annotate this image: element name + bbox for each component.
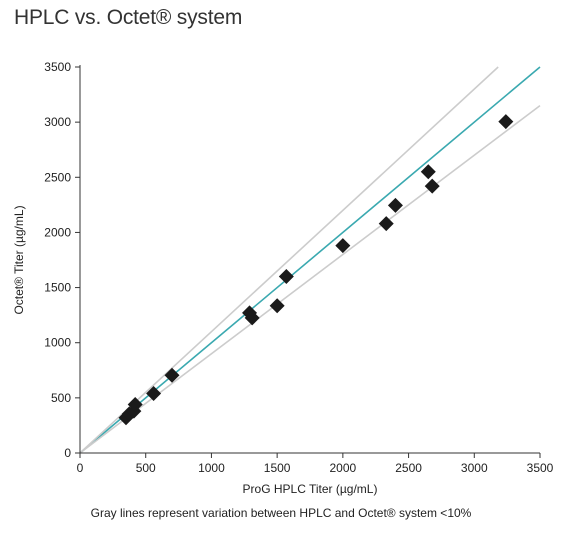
chart-title: HPLC vs. Octet® system bbox=[14, 6, 243, 29]
data-point-diamond bbox=[244, 310, 260, 326]
data-point-diamond bbox=[335, 238, 351, 254]
y-tick-label: 2500 bbox=[44, 170, 71, 184]
y-tick-label: 0 bbox=[64, 446, 71, 460]
x-tick-label: 3000 bbox=[461, 461, 488, 475]
data-point-diamond bbox=[164, 367, 180, 383]
axes: 0 500 1000 1500 2000 2500 3000 3500 0 500 1000 1500… bbox=[44, 60, 553, 475]
y-tick-label: 1000 bbox=[44, 336, 71, 350]
data-point-diamond bbox=[498, 114, 514, 130]
variation-line-1 bbox=[79, 66, 499, 454]
x-tick-label: 1000 bbox=[198, 461, 225, 475]
x-tick-label: 1500 bbox=[264, 461, 291, 475]
y-tick-label: 1500 bbox=[44, 281, 71, 295]
data-point-diamond bbox=[387, 197, 403, 213]
chart-caption: Gray lines represent variation between H… bbox=[90, 506, 472, 520]
data-point-diamond bbox=[424, 178, 440, 194]
y-tick-label: 2000 bbox=[44, 225, 71, 239]
data-point-diamond bbox=[378, 216, 394, 232]
data-point-diamond bbox=[146, 385, 162, 401]
y-tick-label: 3500 bbox=[44, 60, 71, 74]
y-tick-label: 3000 bbox=[44, 115, 71, 129]
data-point-diamond bbox=[269, 298, 285, 314]
x-tick-label: 2000 bbox=[330, 461, 357, 475]
x-tick-label: 3500 bbox=[527, 461, 554, 475]
data-points bbox=[118, 114, 514, 426]
data-point-diamond bbox=[420, 164, 436, 180]
x-tick-label: 2500 bbox=[395, 461, 422, 475]
y-axis-label: Octet® Titer (µg/mL) bbox=[12, 205, 26, 314]
x-tick-label: 0 bbox=[77, 461, 84, 475]
x-tick-label: 500 bbox=[136, 461, 156, 475]
x-axis-label: ProG HPLC Titer (µg/mL) bbox=[243, 482, 378, 496]
y-tick-label: 500 bbox=[51, 391, 71, 405]
identity-line bbox=[79, 66, 541, 454]
data-point-diamond bbox=[278, 269, 294, 285]
variation-line-2 bbox=[79, 104, 541, 454]
data-point-diamond bbox=[127, 396, 143, 412]
